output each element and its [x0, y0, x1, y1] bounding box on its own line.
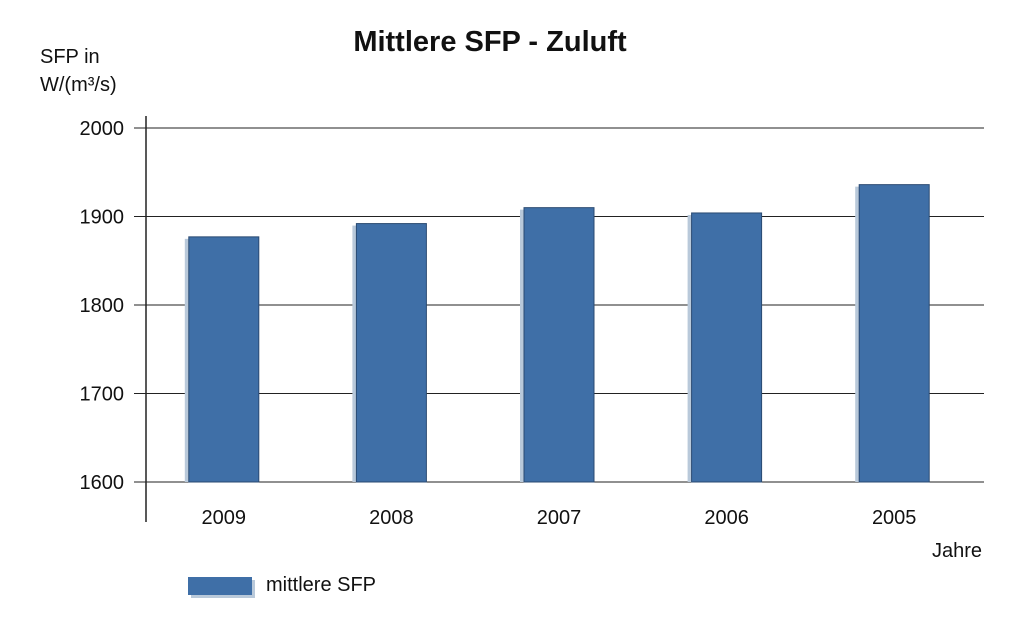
legend-label: mittlere SFP: [266, 574, 377, 596]
legend-swatch: [188, 576, 252, 595]
bar-2006: [691, 212, 763, 483]
y-tick-label: 1900: [80, 207, 125, 229]
y-axis-label-line1: SFP in: [40, 46, 100, 68]
bar-2008: [355, 223, 427, 483]
x-tick-label: 2007: [537, 507, 582, 529]
chart-title: Mittlere SFP - Zuluft: [353, 26, 627, 58]
x-axis-label: Jahre: [931, 540, 982, 562]
x-tick-label: 2008: [369, 507, 414, 529]
x-tick-label: 2006: [704, 507, 749, 529]
y-axis-label-line2: W/(m³/s): [40, 74, 117, 96]
y-tick-label: 1800: [80, 295, 125, 317]
bar-2009: [188, 236, 260, 483]
x-tick-label: 2005: [872, 507, 917, 529]
x-tick-label: 2009: [202, 507, 247, 529]
bar-2005: [858, 184, 930, 483]
legend: mittlere SFP: [188, 574, 376, 597]
y-tick-label: 2000: [80, 118, 125, 140]
y-tick-label: 1700: [80, 384, 125, 406]
y-tick-label: 1600: [80, 472, 125, 494]
bar-2007: [523, 207, 595, 483]
